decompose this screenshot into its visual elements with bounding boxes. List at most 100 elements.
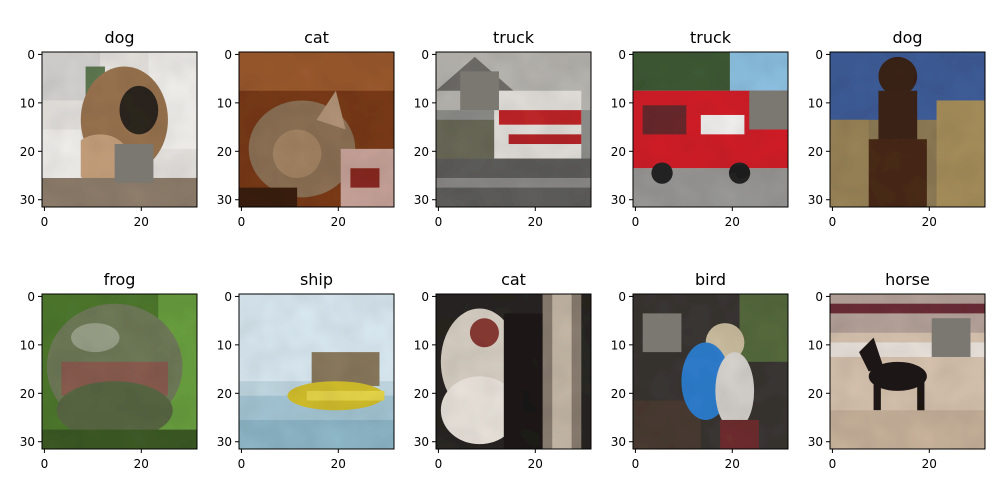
- photo-thumbnail: [42, 52, 197, 207]
- axes-frame: [632, 51, 789, 208]
- x-tick-label: 20: [922, 215, 937, 229]
- axes-frame: [41, 293, 198, 450]
- occlusion-patch: [114, 144, 154, 183]
- y-tick-label: 10: [414, 338, 429, 352]
- y-tick-label: 10: [808, 338, 823, 352]
- image-panel: cat 0 10 20 30 0 20: [414, 270, 592, 471]
- y-tick-label: 20: [808, 387, 823, 401]
- image-panel: truck 0 10 20 30 0 20: [611, 28, 789, 229]
- y-tick-label: 0: [618, 290, 626, 304]
- panel-title: horse: [885, 270, 930, 289]
- axes-frame: [435, 51, 592, 208]
- y-tick-label: 0: [421, 48, 429, 62]
- occlusion-patch: [642, 313, 682, 353]
- y-tick-label: 10: [611, 338, 626, 352]
- axes-frame: [435, 293, 592, 450]
- x-tick-label: 0: [435, 457, 443, 471]
- panel-title: bird: [695, 270, 726, 289]
- x-tick-label: 20: [725, 215, 740, 229]
- panel-title: cat: [501, 270, 526, 289]
- y-tick-label: 30: [611, 193, 626, 207]
- y-tick-label: 30: [414, 193, 429, 207]
- y-tick-label: 0: [224, 48, 232, 62]
- x-tick-label: 20: [528, 215, 543, 229]
- image-panel: horse 0 10 20 30 0 20: [808, 270, 986, 471]
- y-tick-label: 10: [808, 96, 823, 110]
- axes-frame: [632, 293, 789, 450]
- image-panel: frog 0 10 20 30 0 20: [20, 270, 198, 471]
- photo-thumbnail: [436, 52, 591, 207]
- panel-title: dog: [892, 28, 922, 47]
- axes-frame: [829, 51, 986, 208]
- axes-frame: [238, 51, 395, 208]
- y-tick-label: 10: [20, 338, 35, 352]
- x-tick-label: 20: [528, 457, 543, 471]
- occlusion-patch: [460, 71, 499, 111]
- axes-frame: [829, 293, 986, 450]
- panel-title: truck: [493, 28, 535, 47]
- x-tick-label: 20: [134, 457, 149, 471]
- y-tick-label: 10: [414, 96, 429, 110]
- panel-title: ship: [300, 270, 333, 289]
- y-tick-label: 20: [20, 145, 35, 159]
- y-tick-label: 30: [611, 435, 626, 449]
- y-tick-label: 10: [217, 96, 232, 110]
- x-tick-label: 0: [829, 215, 837, 229]
- photo-thumbnail: [239, 52, 394, 207]
- y-tick-label: 30: [217, 193, 232, 207]
- y-tick-label: 20: [414, 387, 429, 401]
- image-panel: dog 0 10 20 30 0 20: [808, 28, 986, 229]
- y-tick-label: 10: [611, 96, 626, 110]
- y-tick-label: 20: [414, 145, 429, 159]
- y-tick-label: 0: [618, 48, 626, 62]
- y-tick-label: 30: [217, 435, 232, 449]
- y-tick-label: 20: [20, 387, 35, 401]
- panel-title: cat: [304, 28, 329, 47]
- y-tick-label: 0: [815, 290, 823, 304]
- x-tick-label: 20: [331, 215, 346, 229]
- x-tick-label: 0: [632, 457, 640, 471]
- x-tick-label: 0: [632, 215, 640, 229]
- image-panel: bird 0 10 20 30 0 20: [611, 270, 789, 471]
- x-tick-label: 20: [922, 457, 937, 471]
- image-panel: cat 0 10 20 30 0 20: [217, 28, 395, 229]
- x-tick-label: 20: [134, 215, 149, 229]
- y-tick-label: 20: [611, 145, 626, 159]
- y-tick-label: 20: [808, 145, 823, 159]
- y-tick-label: 0: [421, 290, 429, 304]
- panel-title: dog: [104, 28, 134, 47]
- x-tick-label: 20: [725, 457, 740, 471]
- y-tick-label: 10: [20, 96, 35, 110]
- occlusion-patch: [749, 90, 788, 130]
- x-tick-label: 20: [331, 457, 346, 471]
- x-tick-label: 0: [829, 457, 837, 471]
- y-tick-label: 30: [808, 435, 823, 449]
- y-tick-label: 20: [217, 387, 232, 401]
- photo-thumbnail: [830, 52, 985, 207]
- photo-thumbnail: [436, 294, 591, 449]
- image-panel: dog 0 10 20 30 0 20: [20, 28, 198, 229]
- y-tick-label: 0: [224, 290, 232, 304]
- panel-title: frog: [104, 270, 136, 289]
- axes-frame: [238, 293, 395, 450]
- photo-thumbnail: [830, 294, 985, 449]
- image-panel: ship 0 10 20 30 0 20: [217, 270, 395, 471]
- y-tick-label: 0: [27, 290, 35, 304]
- occlusion-patch: [931, 318, 971, 357]
- y-tick-label: 20: [217, 145, 232, 159]
- x-tick-label: 0: [435, 215, 443, 229]
- x-tick-label: 0: [41, 215, 49, 229]
- x-tick-label: 0: [238, 215, 246, 229]
- y-tick-label: 30: [808, 193, 823, 207]
- y-tick-label: 30: [414, 435, 429, 449]
- x-tick-label: 0: [238, 457, 246, 471]
- photo-thumbnail: [239, 294, 394, 449]
- image-panel: truck 0 10 20 30 0 20: [414, 28, 592, 229]
- y-tick-label: 10: [217, 338, 232, 352]
- y-tick-label: 0: [815, 48, 823, 62]
- y-tick-label: 0: [27, 48, 35, 62]
- y-tick-label: 30: [20, 193, 35, 207]
- photo-thumbnail: [42, 294, 197, 449]
- y-tick-label: 20: [611, 387, 626, 401]
